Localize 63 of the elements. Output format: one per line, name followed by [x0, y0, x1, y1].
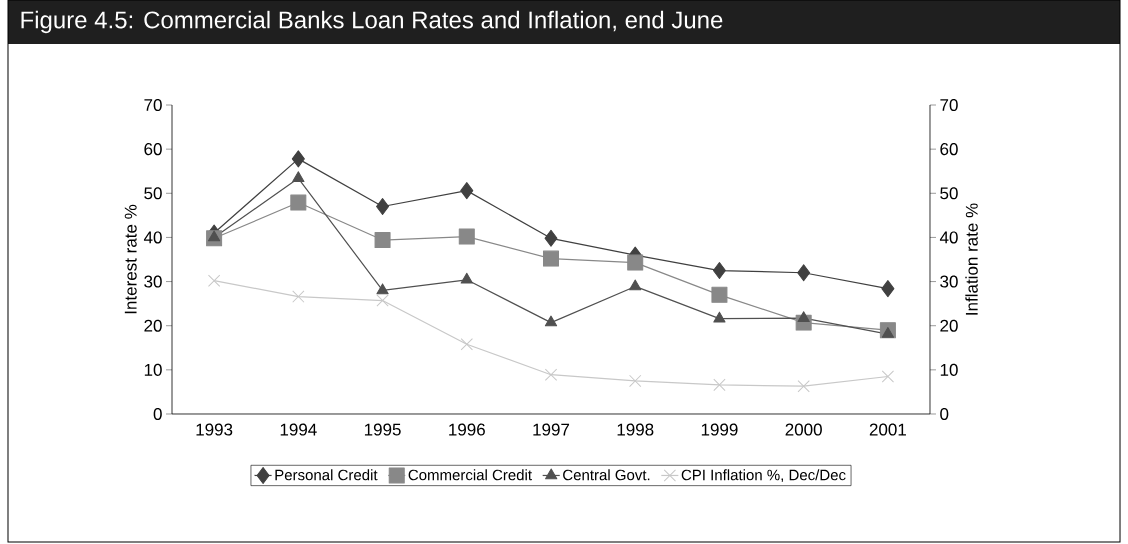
- point: [374, 232, 391, 249]
- y2-tick-label: 10: [940, 363, 958, 376]
- x-tick-label: 1995: [364, 423, 401, 436]
- x-tick-label: 1993: [196, 423, 233, 436]
- point: [544, 229, 558, 247]
- y2-tick-label: 60: [940, 143, 958, 156]
- x-tick-label: 1999: [701, 423, 738, 436]
- point: [460, 338, 473, 351]
- point: [713, 311, 726, 323]
- y2-tick-label: 70: [940, 98, 958, 112]
- point: [544, 368, 558, 381]
- y-tick-label: 0: [153, 407, 162, 421]
- y-tick-label: 20: [144, 319, 162, 332]
- legend-label: Personal Credit: [275, 469, 378, 481]
- point: [290, 194, 307, 211]
- x-tick-label: 1998: [617, 423, 654, 436]
- point: [376, 283, 389, 295]
- point: [713, 378, 726, 392]
- point: [292, 290, 305, 303]
- y2-tick-label: 30: [940, 275, 958, 288]
- legend-label: Central Govt.: [563, 469, 650, 481]
- legend-label: Commercial Credit: [408, 469, 532, 481]
- y2-axis-title: Inflation rate %: [965, 203, 978, 315]
- x-tick-label: 1996: [449, 423, 485, 436]
- point: [629, 279, 642, 291]
- point: [543, 250, 559, 267]
- point: [712, 262, 726, 280]
- point: [376, 198, 390, 216]
- y-tick-label: 60: [144, 143, 162, 156]
- x-tick-label: 1997: [533, 423, 570, 436]
- y-tick-label: 40: [143, 231, 162, 244]
- point: [711, 286, 728, 303]
- y2-tick-label: 50: [940, 187, 958, 200]
- point: [291, 150, 305, 168]
- point: [797, 380, 810, 393]
- x-tick-label: 2000: [785, 423, 822, 436]
- point: [460, 182, 474, 200]
- point: [376, 294, 389, 307]
- y-tick-label: 10: [144, 363, 162, 376]
- y2-tick-label: 0: [940, 407, 949, 421]
- point: [207, 230, 221, 242]
- y-tick-label: 50: [144, 187, 162, 200]
- point: [207, 274, 221, 287]
- chart-title: Figure 4.5: Commercial Banks Loan Rates and Inflation, end June: [21, 10, 723, 34]
- point: [544, 315, 558, 327]
- point: [629, 374, 642, 388]
- y-tick-label: 30: [144, 275, 162, 288]
- point: [797, 264, 811, 282]
- y2-tick-label: 40: [939, 231, 958, 244]
- point: [460, 272, 473, 284]
- x-tick-label: 2001: [869, 423, 906, 436]
- x-tick-label: 1994: [280, 423, 317, 436]
- point: [881, 280, 895, 298]
- legend-label: CPI Inflation %, Dec/Dec: [681, 469, 846, 483]
- point: [881, 370, 895, 383]
- y-axis-title: Interest rate %: [124, 204, 137, 314]
- y2-tick-label: 20: [940, 319, 958, 332]
- point: [797, 311, 810, 322]
- point: [292, 171, 305, 183]
- point: [627, 254, 644, 271]
- point: [458, 228, 475, 245]
- point: [881, 327, 895, 338]
- y-tick-label: 70: [144, 98, 162, 112]
